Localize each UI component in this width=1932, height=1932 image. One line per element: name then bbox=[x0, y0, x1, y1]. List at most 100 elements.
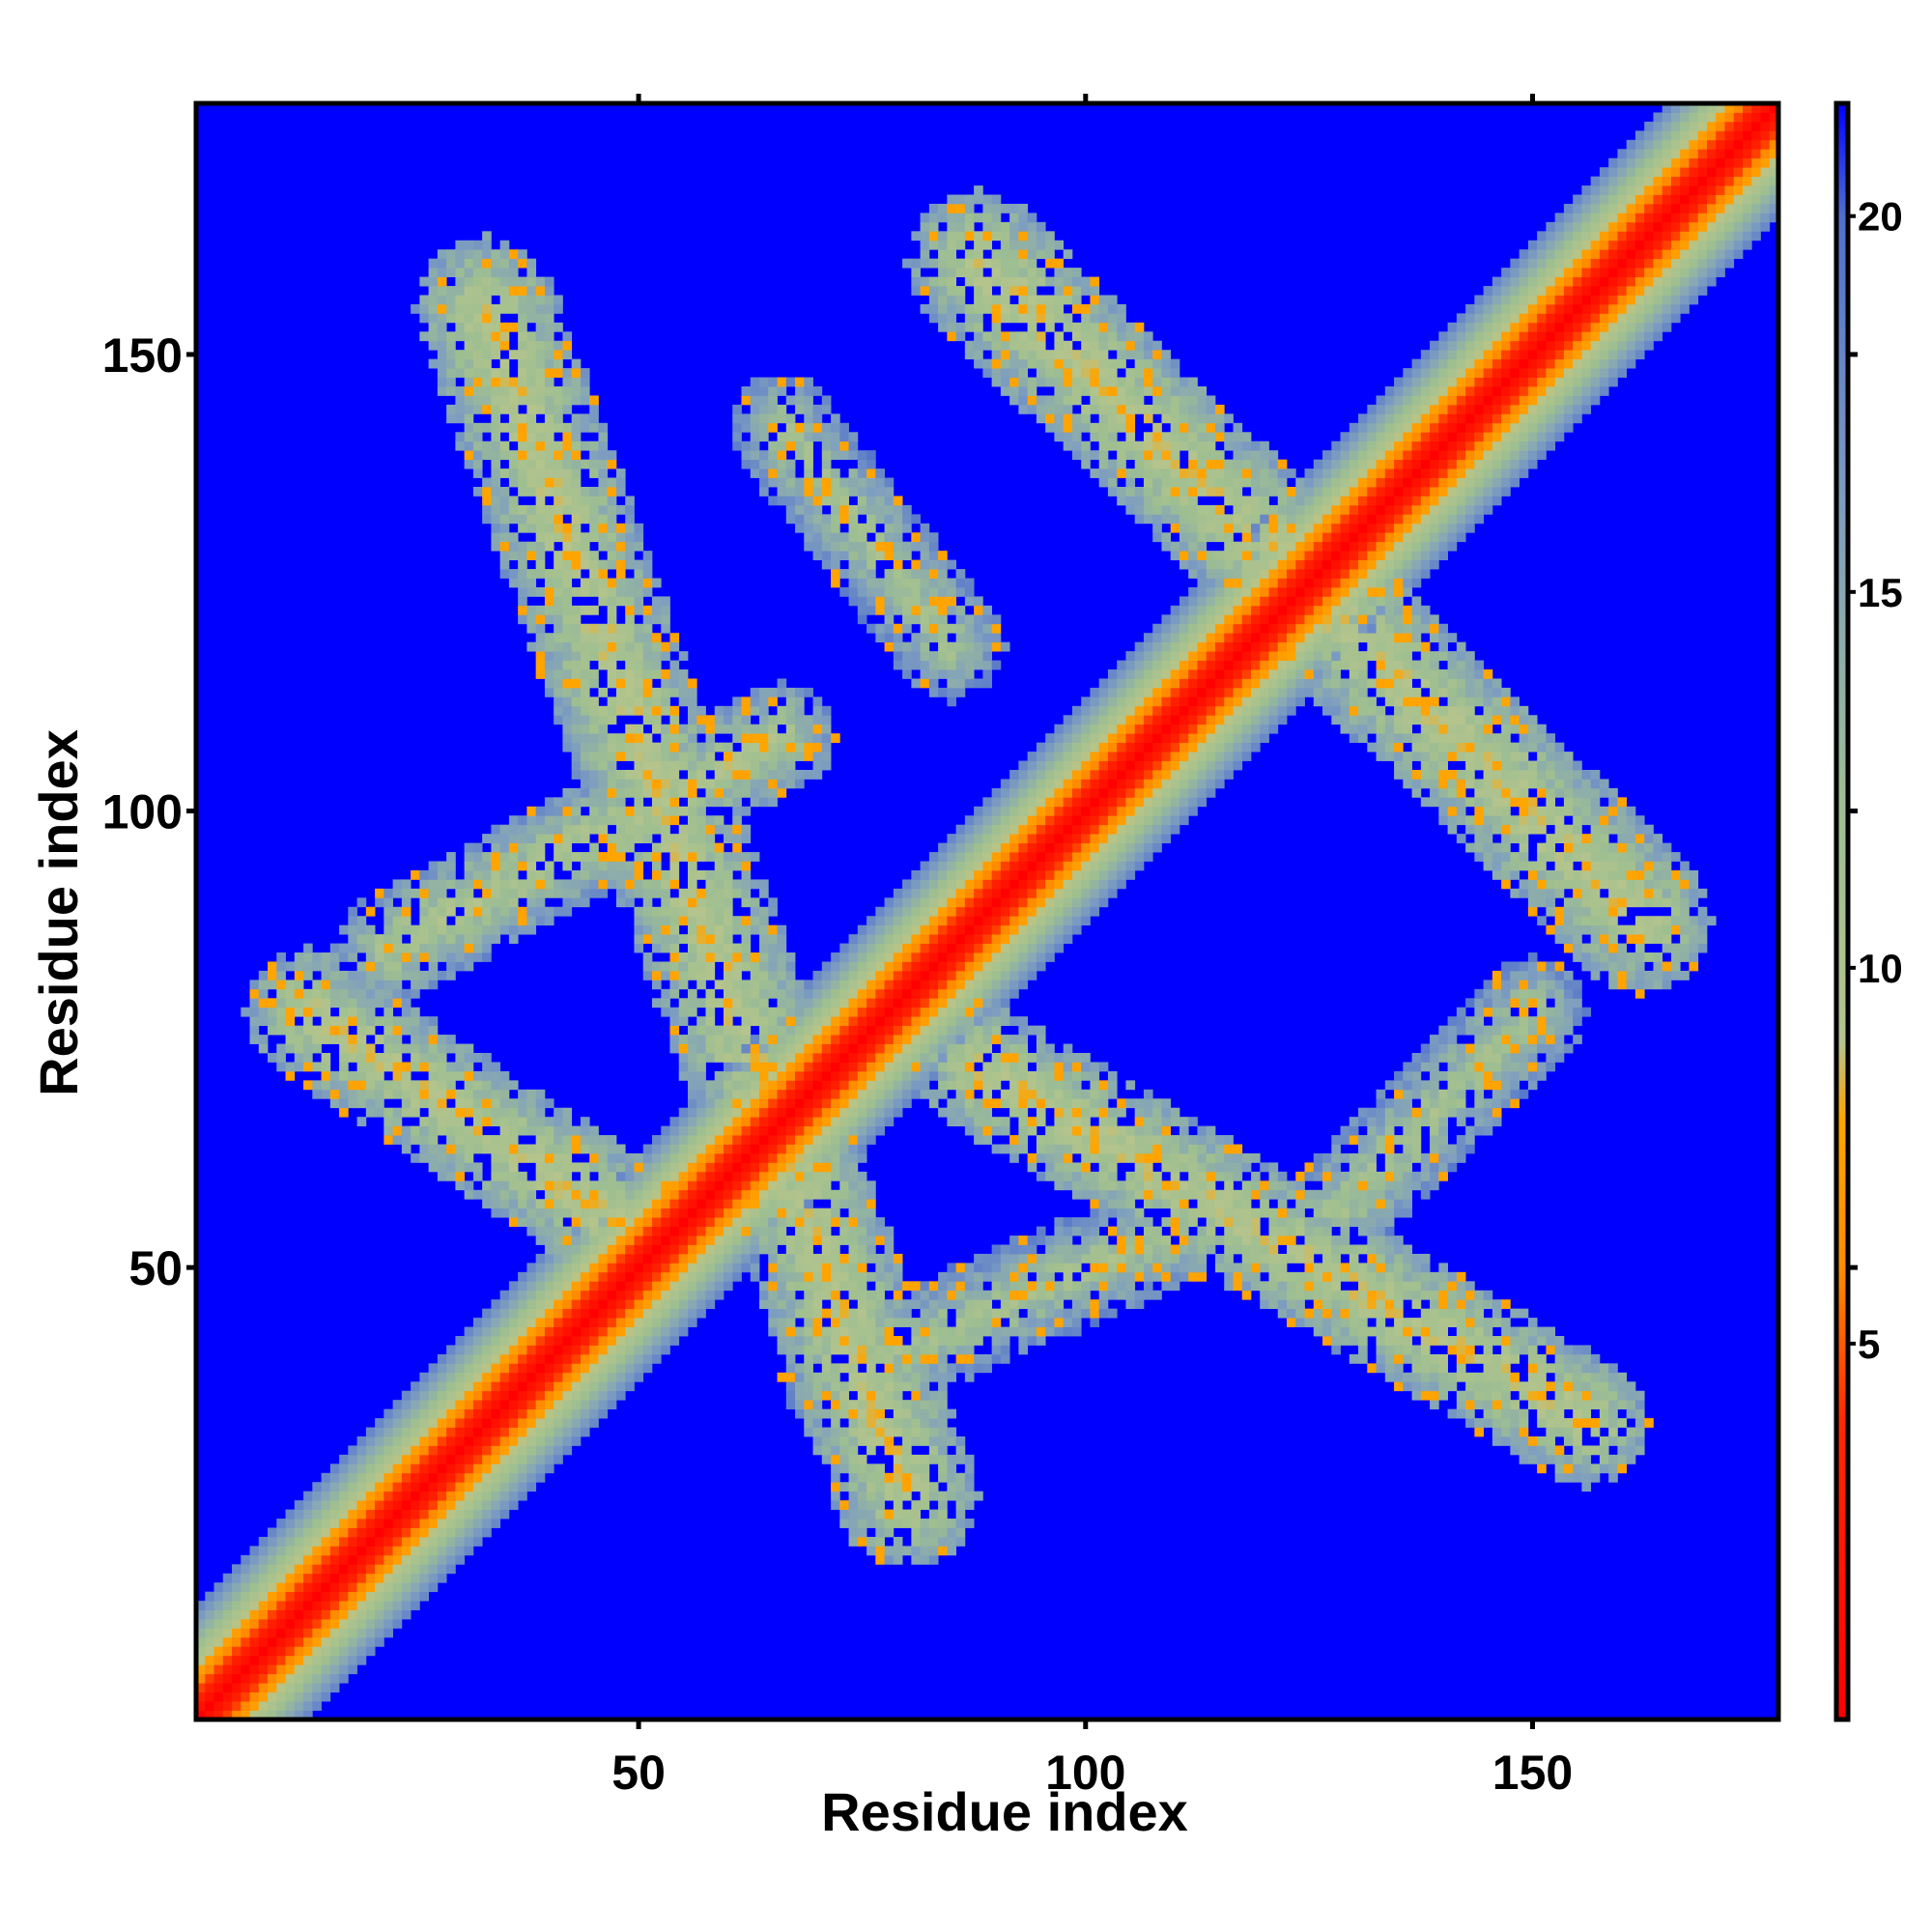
heatmap-cell bbox=[482, 1445, 492, 1456]
heatmap-cell bbox=[857, 943, 867, 953]
heatmap-cell bbox=[437, 1564, 447, 1575]
heatmap-cell bbox=[741, 1189, 752, 1200]
heatmap-cell bbox=[777, 404, 787, 414]
heatmap-cell bbox=[831, 469, 840, 478]
heatmap-cell bbox=[455, 368, 466, 378]
heatmap-cell bbox=[696, 1208, 706, 1218]
heatmap-cell bbox=[831, 504, 840, 515]
heatmap-cell bbox=[750, 1263, 760, 1273]
heatmap-cell bbox=[759, 1152, 769, 1163]
heatmap-cell bbox=[455, 1509, 466, 1520]
heatmap-cell bbox=[356, 1500, 367, 1510]
heatmap-cell bbox=[795, 1062, 805, 1072]
heatmap-cell bbox=[705, 1016, 716, 1027]
heatmap-cell bbox=[615, 504, 626, 515]
heatmap-cell bbox=[669, 815, 680, 826]
heatmap-cell bbox=[518, 1117, 527, 1127]
heatmap-cell bbox=[607, 1226, 617, 1236]
heatmap-cell bbox=[857, 1472, 867, 1483]
heatmap-cell bbox=[750, 1117, 760, 1127]
heatmap-cell bbox=[893, 1509, 903, 1520]
heatmap-cell bbox=[714, 1271, 724, 1282]
heatmap-cell bbox=[384, 916, 393, 926]
heatmap-cell bbox=[893, 1345, 903, 1355]
heatmap-cell bbox=[232, 1619, 242, 1629]
heatmap-cell bbox=[741, 395, 752, 406]
heatmap-cell bbox=[375, 1454, 384, 1464]
heatmap-cell bbox=[411, 1582, 420, 1593]
heatmap-cell bbox=[696, 952, 706, 962]
heatmap-cell bbox=[651, 1299, 662, 1310]
heatmap-cell bbox=[339, 943, 349, 953]
heatmap-cell bbox=[526, 641, 537, 652]
heatmap-cell bbox=[518, 1125, 527, 1136]
heatmap-cell bbox=[848, 578, 859, 588]
heatmap-cell bbox=[384, 1408, 393, 1419]
heatmap-cell bbox=[785, 1035, 796, 1044]
heatmap-cell bbox=[268, 1591, 277, 1602]
heatmap-cell bbox=[356, 1619, 367, 1629]
heatmap-cell bbox=[437, 1171, 447, 1181]
heatmap-cell bbox=[535, 559, 546, 570]
heatmap-cell bbox=[705, 934, 716, 944]
heatmap-cell bbox=[795, 1098, 805, 1109]
heatmap-cell bbox=[384, 1435, 393, 1446]
heatmap-cell bbox=[258, 998, 269, 1009]
heatmap-cell bbox=[482, 879, 492, 890]
heatmap-cell bbox=[446, 852, 456, 862]
heatmap-cell bbox=[571, 1217, 582, 1227]
heatmap-cell bbox=[544, 669, 554, 679]
heatmap-cell bbox=[607, 1381, 617, 1392]
heatmap-cell bbox=[580, 869, 590, 880]
heatmap-cell bbox=[857, 1171, 867, 1181]
heatmap-cell bbox=[472, 295, 483, 305]
heatmap-cell bbox=[867, 1536, 876, 1547]
heatmap-cell bbox=[607, 715, 617, 725]
heatmap-cell bbox=[893, 1053, 903, 1063]
heatmap-cell bbox=[615, 1318, 626, 1327]
heatmap-cell bbox=[437, 1418, 447, 1428]
heatmap-cell bbox=[526, 276, 537, 287]
heatmap-cell bbox=[384, 988, 393, 999]
heatmap-cell bbox=[375, 970, 384, 980]
heatmap-cell bbox=[661, 779, 670, 789]
heatmap-cell bbox=[911, 1345, 921, 1355]
heatmap-cell bbox=[499, 1208, 510, 1218]
heatmap-cell bbox=[526, 824, 537, 835]
heatmap-cell bbox=[777, 1308, 787, 1319]
heatmap-cell bbox=[839, 1236, 849, 1245]
heatmap-cell bbox=[625, 623, 635, 634]
heatmap-cell bbox=[678, 1053, 689, 1063]
heatmap-cell bbox=[518, 350, 527, 360]
heatmap-cell bbox=[768, 1016, 778, 1027]
heatmap-cell bbox=[205, 1646, 214, 1657]
heatmap-cell bbox=[669, 633, 680, 643]
heatmap-cell bbox=[329, 1016, 340, 1027]
heatmap-cell bbox=[821, 486, 832, 497]
heatmap-cell bbox=[589, 440, 599, 451]
heatmap-cell bbox=[741, 1180, 752, 1191]
heatmap-cell bbox=[759, 1043, 769, 1054]
heatmap-cell bbox=[768, 1236, 778, 1245]
heatmap-cell bbox=[437, 1062, 447, 1072]
heatmap-cell bbox=[875, 1263, 885, 1273]
heatmap-cell bbox=[518, 1290, 527, 1300]
heatmap-cell bbox=[571, 687, 582, 697]
heatmap-cell bbox=[839, 988, 849, 999]
heatmap-cell bbox=[867, 1519, 876, 1528]
heatmap-cell bbox=[839, 1363, 849, 1374]
heatmap-cell bbox=[535, 1299, 546, 1310]
heatmap-cell bbox=[804, 1263, 813, 1273]
heatmap-cell bbox=[375, 1500, 384, 1510]
heatmap-cell bbox=[419, 1390, 430, 1401]
heatmap-cell bbox=[804, 1318, 813, 1327]
heatmap-cell bbox=[312, 1673, 322, 1684]
heatmap-cell bbox=[867, 605, 876, 615]
heatmap-cell bbox=[356, 924, 367, 935]
heatmap-cell bbox=[795, 1217, 805, 1227]
heatmap-cell bbox=[544, 1381, 554, 1392]
heatmap-cell bbox=[446, 358, 456, 369]
heatmap-cell bbox=[884, 523, 895, 533]
heatmap-cell bbox=[857, 1336, 867, 1346]
heatmap-cell bbox=[839, 1062, 849, 1072]
